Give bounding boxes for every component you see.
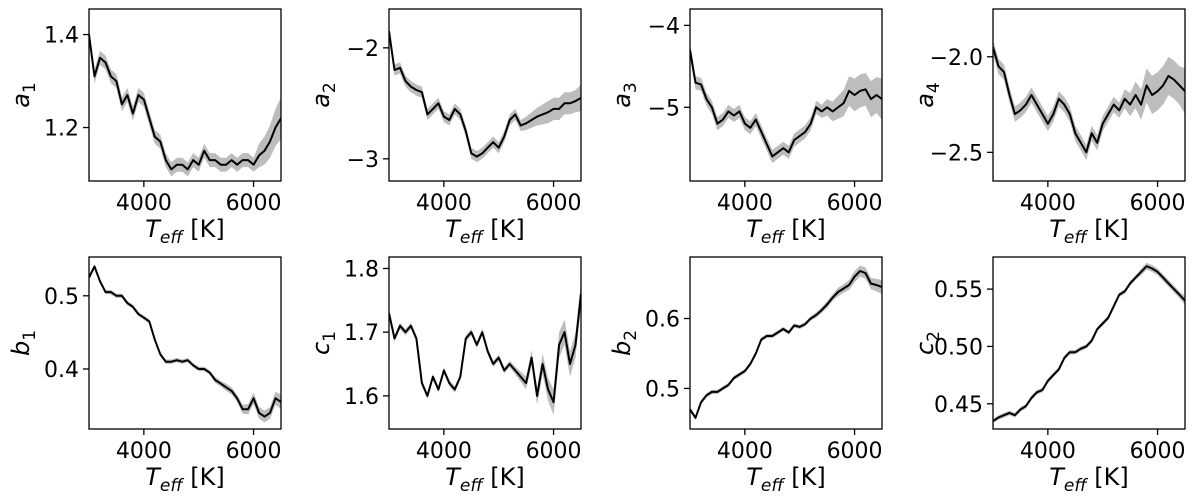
y-tick-label: 1.8 bbox=[344, 257, 379, 282]
uncertainty-band bbox=[690, 265, 882, 420]
uncertainty-band bbox=[89, 27, 281, 177]
x-tick-label: 4000 bbox=[416, 191, 472, 216]
uncertainty-band bbox=[993, 39, 1185, 160]
axes-frame bbox=[689, 256, 883, 430]
x-axis-label: Teff [K] bbox=[746, 215, 826, 248]
x-tick-label: 4000 bbox=[416, 439, 472, 464]
x-tick-label: 4000 bbox=[116, 191, 172, 216]
x-tick-label: 4000 bbox=[1020, 439, 1076, 464]
y-axis-label: a3 bbox=[608, 82, 641, 108]
y-tick-label: −3 bbox=[347, 148, 379, 173]
series-line bbox=[690, 270, 882, 419]
series-line bbox=[690, 49, 882, 158]
subplot-3: 4000 6000 −5 −4 Teff [K] a3 bbox=[608, 8, 883, 248]
x-tick-label: 6000 bbox=[226, 439, 282, 464]
y-tick-label: 1.4 bbox=[44, 24, 79, 49]
y-axis-label: a1 bbox=[7, 82, 40, 108]
y-tick-label: 1.7 bbox=[344, 321, 379, 346]
y-axis-label: c1 bbox=[307, 331, 340, 355]
subplot-6: 4000 6000 1.6 1.7 1.8 Teff [K] c1 bbox=[307, 256, 582, 496]
uncertainty-band bbox=[389, 25, 581, 163]
x-tick-label: 6000 bbox=[226, 191, 282, 216]
subplot-4: 4000 6000 −2.5 −2.0 Teff [K] a4 bbox=[911, 8, 1186, 248]
series-line bbox=[389, 293, 581, 404]
subplot-7: 4000 6000 0.5 0.6 Teff [K] b2 bbox=[608, 256, 883, 496]
axes-frame bbox=[388, 256, 582, 430]
axes-frame bbox=[992, 8, 1186, 182]
y-axis-label: b2 bbox=[608, 330, 641, 356]
x-tick-label: 6000 bbox=[827, 439, 883, 464]
y-tick-label: 1.6 bbox=[344, 385, 379, 410]
x-tick-label: 4000 bbox=[717, 439, 773, 464]
y-tick-label: 0.6 bbox=[645, 308, 680, 333]
y-axis-label: c2 bbox=[911, 331, 944, 355]
subplot-5: 4000 6000 0.4 0.5 Teff [K] b1 bbox=[7, 256, 282, 496]
x-tick-label: 4000 bbox=[116, 439, 172, 464]
subplot-8: 4000 6000 0.45 0.50 0.55 Teff [K] c2 bbox=[911, 256, 1186, 496]
subplot-1: 4000 6000 1.2 1.4 Teff [K] a1 bbox=[7, 8, 282, 248]
uncertainty-band bbox=[690, 43, 882, 163]
y-tick-label: 0.50 bbox=[934, 335, 983, 360]
y-tick-label: 0.5 bbox=[44, 285, 79, 310]
y-tick-label: −2 bbox=[347, 37, 379, 62]
x-axis-label: Teff [K] bbox=[445, 463, 525, 496]
x-tick-label: 6000 bbox=[526, 439, 582, 464]
y-tick-label: 0.55 bbox=[934, 278, 983, 303]
axes-frame bbox=[88, 256, 282, 430]
series-line bbox=[89, 265, 281, 418]
y-tick-label: −2.0 bbox=[930, 46, 983, 71]
y-axis-label: b1 bbox=[7, 330, 40, 356]
x-axis-label: Teff [K] bbox=[1049, 463, 1129, 496]
y-tick-label: 0.5 bbox=[645, 377, 680, 402]
axes-frame bbox=[992, 256, 1186, 430]
axes-frame bbox=[388, 8, 582, 182]
x-tick-label: 6000 bbox=[1130, 191, 1186, 216]
series-line bbox=[389, 31, 581, 158]
y-tick-label: 0.4 bbox=[44, 358, 79, 383]
axes-frame bbox=[88, 8, 282, 182]
y-axis-label: a2 bbox=[307, 82, 340, 108]
x-axis-label: Teff [K] bbox=[445, 215, 525, 248]
subplot-2: 4000 6000 −3 −2 Teff [K] a2 bbox=[307, 8, 582, 248]
y-axis-label: a4 bbox=[911, 82, 944, 108]
x-axis-label: Teff [K] bbox=[145, 463, 225, 496]
x-tick-label: 6000 bbox=[827, 191, 883, 216]
uncertainty-band bbox=[89, 264, 281, 423]
x-tick-label: 4000 bbox=[717, 191, 773, 216]
y-tick-label: −5 bbox=[648, 96, 680, 121]
y-tick-label: −2.5 bbox=[930, 141, 983, 166]
series-line bbox=[993, 265, 1185, 422]
x-tick-label: 4000 bbox=[1020, 191, 1076, 216]
x-axis-label: Teff [K] bbox=[1049, 215, 1129, 248]
y-tick-label: 1.2 bbox=[44, 117, 79, 142]
x-tick-label: 6000 bbox=[526, 191, 582, 216]
series-line bbox=[89, 34, 281, 171]
x-tick-label: 6000 bbox=[1130, 439, 1186, 464]
axes-frame bbox=[689, 8, 883, 182]
y-tick-label: −4 bbox=[648, 14, 680, 39]
x-axis-label: Teff [K] bbox=[145, 215, 225, 248]
x-axis-label: Teff [K] bbox=[746, 463, 826, 496]
y-tick-label: 0.45 bbox=[934, 393, 983, 418]
series-line bbox=[993, 46, 1185, 154]
